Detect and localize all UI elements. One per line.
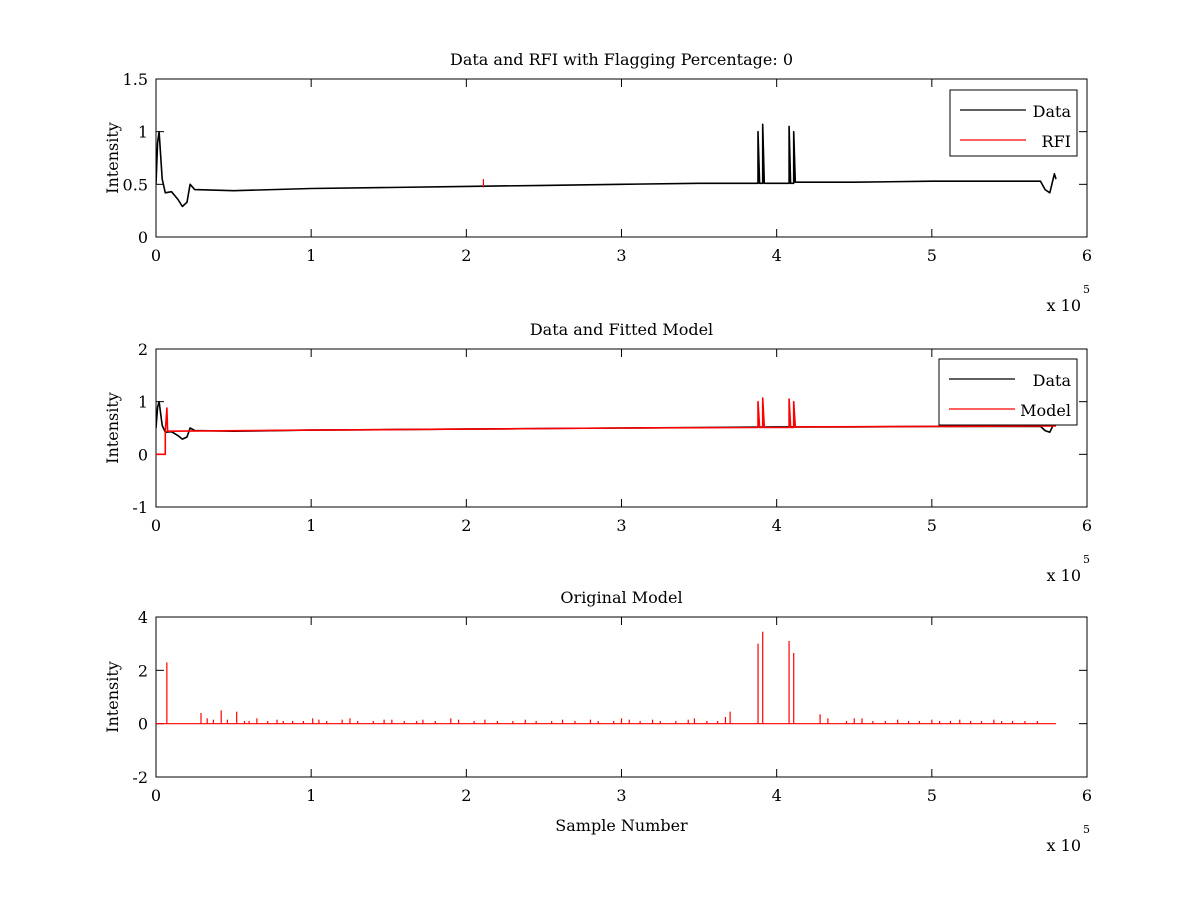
y-axis-label: Intensity bbox=[103, 661, 122, 733]
chart-title: Data and Fitted Model bbox=[530, 320, 713, 339]
x-tick-label: 6 bbox=[1082, 246, 1092, 265]
legend-label: Model bbox=[1020, 401, 1071, 420]
y-tick-label: 4 bbox=[138, 608, 148, 627]
chart-title: Data and RFI with Flagging Percentage: 0 bbox=[450, 50, 793, 69]
legend-label: RFI bbox=[1042, 132, 1071, 151]
x-multiplier: x 10 bbox=[1047, 566, 1081, 585]
x-tick-label: 3 bbox=[616, 516, 626, 535]
x-tick-label: 0 bbox=[151, 786, 161, 805]
x-tick-label: 1 bbox=[306, 246, 316, 265]
y-tick-label: 0 bbox=[138, 715, 148, 734]
y-axis-label: Intensity bbox=[103, 122, 122, 194]
y-tick-label: 1 bbox=[138, 393, 148, 412]
y-tick-label: 2 bbox=[138, 661, 148, 680]
y-tick-label: 0 bbox=[138, 445, 148, 464]
legend-box bbox=[949, 89, 1078, 157]
x-tick-label: 0 bbox=[151, 516, 161, 535]
x-tick-label: 3 bbox=[616, 786, 626, 805]
x-tick-label: 1 bbox=[306, 786, 316, 805]
series-data-line bbox=[156, 123, 1057, 208]
plot-series-group bbox=[156, 397, 1057, 456]
x-tick-label: 5 bbox=[927, 246, 937, 265]
x-tick-label: 4 bbox=[772, 516, 782, 535]
legend-label: Data bbox=[1033, 102, 1072, 121]
y-tick-label: -2 bbox=[132, 768, 148, 787]
series-model-line bbox=[156, 397, 1057, 456]
x-tick-label: 4 bbox=[772, 246, 782, 265]
legend: Data Model bbox=[938, 358, 1078, 426]
x-tick-label: 2 bbox=[461, 516, 471, 535]
x-tick-label: 6 bbox=[1082, 786, 1092, 805]
y-tick-label: -1 bbox=[132, 498, 148, 517]
x-tick-label: 4 bbox=[772, 786, 782, 805]
y-tick-label: 1.5 bbox=[123, 70, 148, 89]
legend-box bbox=[938, 358, 1078, 426]
x-multiplier: x 10 bbox=[1047, 296, 1081, 315]
y-tick-label: 0 bbox=[138, 228, 148, 247]
plot-series-group bbox=[156, 631, 1056, 725]
x-tick-label: 6 bbox=[1082, 516, 1092, 535]
x-tick-label: 5 bbox=[927, 516, 937, 535]
x-tick-label: 5 bbox=[927, 786, 937, 805]
y-tick-label: 0.5 bbox=[123, 175, 148, 194]
x-tick-label: 0 bbox=[151, 246, 161, 265]
x-tick-label: 2 bbox=[461, 246, 471, 265]
x-multiplier-exponent: 5 bbox=[1083, 283, 1090, 296]
x-multiplier: x 10 bbox=[1047, 836, 1081, 855]
x-multiplier-exponent: 5 bbox=[1083, 823, 1090, 836]
y-axis-label: Intensity bbox=[103, 392, 122, 464]
plot-area bbox=[155, 616, 1088, 778]
plot-series-group bbox=[156, 123, 1057, 208]
y-tick-label: 2 bbox=[138, 340, 148, 359]
x-tick-label: 1 bbox=[306, 516, 316, 535]
legend: Data RFI bbox=[949, 89, 1078, 157]
plot-area bbox=[155, 78, 1088, 238]
x-multiplier-exponent: 5 bbox=[1083, 553, 1090, 566]
y-tick-label: 1 bbox=[138, 123, 148, 142]
legend-label: Data bbox=[1033, 371, 1072, 390]
x-tick-label: 3 bbox=[616, 246, 626, 265]
x-tick-label: 2 bbox=[461, 786, 471, 805]
x-axis-label: Sample Number bbox=[555, 816, 688, 835]
chart-title: Original Model bbox=[560, 588, 682, 607]
